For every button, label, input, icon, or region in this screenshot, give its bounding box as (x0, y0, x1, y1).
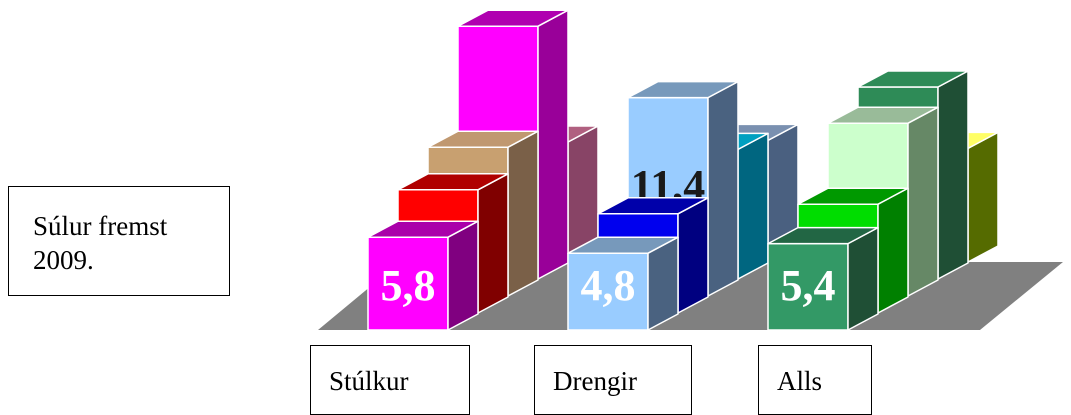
bars-layer: 11,4 (367, 9, 999, 331)
bar-drengir-1 (567, 236, 679, 331)
bar-top-face (367, 220, 479, 238)
bar-top-face (457, 9, 569, 27)
annotation-box: Súlur fremst 2009. (8, 186, 230, 296)
bar-side-face (737, 132, 769, 280)
bar-side-face (937, 70, 969, 280)
bar-side-face (677, 197, 709, 314)
bar-side-face (877, 187, 909, 314)
bar-alls-1 (767, 226, 879, 331)
bar-side-face (967, 131, 999, 263)
bar-side-face (537, 9, 569, 280)
category-label-stulkur: Stúlkur (310, 345, 470, 415)
value-label-drengir: 4,8 (581, 261, 636, 310)
annotation-line-1: Súlur fremst (33, 211, 168, 241)
bar-top-face (567, 236, 679, 254)
bar-stulkur-1 (367, 220, 479, 331)
bar-top-face (597, 197, 709, 215)
bar-top-face (857, 70, 969, 88)
bar-top-face (767, 226, 879, 245)
bar-side-face (507, 130, 539, 297)
bar-top-face (427, 130, 539, 148)
bar-top-face (627, 80, 739, 99)
category-label-drengir: Drengir (534, 345, 692, 415)
bar-side-face (847, 226, 879, 331)
bar-top-face (797, 187, 909, 205)
bar-top-face (827, 106, 939, 124)
bar-side-face (907, 106, 939, 297)
bar-side-face (477, 173, 509, 314)
annotation-line-2: 2009. (33, 245, 94, 275)
value-label-alls: 5,4 (781, 261, 836, 310)
category-label-alls: Alls (758, 345, 872, 415)
value-labels-layer: 5,8 4,8 5,4 (381, 261, 836, 310)
value-label-stulkur: 5,8 (381, 261, 436, 310)
bar-side-face (447, 220, 479, 331)
bar-side-face (707, 80, 739, 297)
bar-top-face (397, 173, 509, 191)
